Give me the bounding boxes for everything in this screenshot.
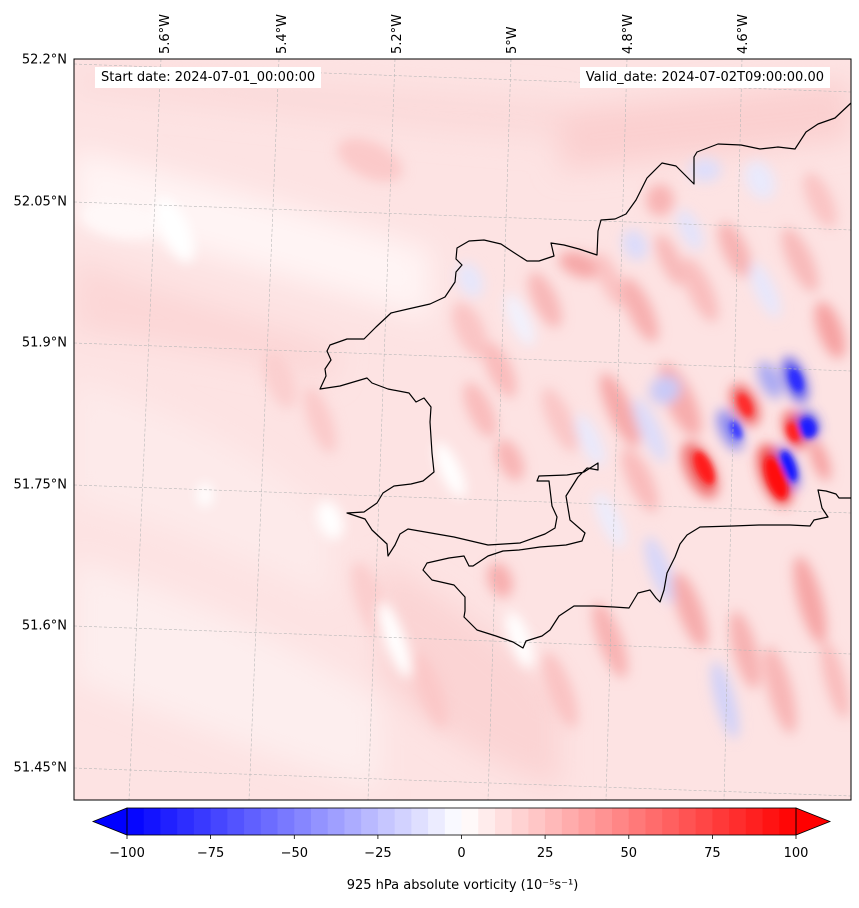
latitude-labels: 52.2°N 52.05°N 51.9°N 51.75°N 51.6°N 51.… xyxy=(14,53,67,776)
colorbar-swatch xyxy=(244,808,262,835)
valid-date-label: Valid_date: 2024-07-02T09:00:00.00 xyxy=(579,67,830,88)
lat-label-52-05n: 52.05°N xyxy=(14,195,67,210)
colorbar-swatch xyxy=(428,808,446,835)
lon-label-5-6w: 5.6°W xyxy=(158,14,173,54)
colorbar-ticks xyxy=(126,835,797,839)
colorbar: −100 −75 −50 −25 0 25 50 75 100 xyxy=(91,807,832,861)
colorbar-tick-labels: −100 −75 −50 −25 0 25 50 75 100 xyxy=(109,846,808,861)
colorbar-swatch xyxy=(444,808,463,835)
colorbar-swatch xyxy=(377,808,396,835)
lat-label-51-45n: 51.45°N xyxy=(14,761,67,776)
colorbar-swatch xyxy=(160,808,178,835)
colorbar-swatch xyxy=(662,808,680,835)
colorbar-extend-low xyxy=(91,807,128,836)
colorbar-swatch xyxy=(528,808,546,835)
colorbar-swatch xyxy=(729,808,747,835)
colorbar-swatch xyxy=(277,808,295,835)
colorbar-swatch xyxy=(461,808,479,835)
colorbar-swatch xyxy=(545,808,563,835)
lon-label-4-8w: 4.8°W xyxy=(621,14,636,54)
lon-label-4-6w: 4.6°W xyxy=(736,14,751,54)
colorbar-swatch xyxy=(344,808,362,835)
colorbar-swatch xyxy=(612,808,630,835)
colorbar-swatch xyxy=(478,808,496,835)
colorbar-swatch xyxy=(327,808,346,835)
cbar-label-100: 100 xyxy=(784,846,809,861)
colorbar-swatch xyxy=(361,808,379,835)
colorbar-title: 925 hPa absolute vorticity (10⁻⁵s⁻¹) xyxy=(346,878,579,893)
cbar-label-25: 25 xyxy=(537,846,554,861)
colorbar-swatch xyxy=(227,808,245,835)
colorbar-swatch xyxy=(628,808,647,835)
coastline-north xyxy=(319,102,851,649)
colorbar-swatch xyxy=(745,808,764,835)
colorbar-swatch xyxy=(177,808,195,835)
colorbar-swatch xyxy=(127,808,145,835)
lon-label-5-2w: 5.2°W xyxy=(390,14,405,54)
cbar-label-minus-25: −25 xyxy=(364,846,391,861)
lat-label-51-9n: 51.9°N xyxy=(22,336,67,351)
map-frame xyxy=(73,58,852,801)
colorbar-swatch xyxy=(494,808,513,835)
colorbar-swatch xyxy=(779,808,797,835)
colorbar-swatch xyxy=(260,808,279,835)
colorbar-swatch xyxy=(595,808,613,835)
cbar-label-0: 0 xyxy=(457,846,465,861)
colorbar-swatch xyxy=(394,808,412,835)
start-date-label: Start date: 2024-07-01_00:00:00 xyxy=(95,67,322,88)
colorbar-swatch xyxy=(678,808,697,835)
colorbar-swatch xyxy=(561,808,580,835)
colorbar-swatch xyxy=(193,808,212,835)
colorbar-swatches xyxy=(127,808,797,835)
cbar-label-75: 75 xyxy=(704,846,721,861)
coastline xyxy=(319,102,851,649)
lon-label-5-4w: 5.4°W xyxy=(275,14,290,54)
colorbar-swatch xyxy=(762,808,780,835)
map-area xyxy=(74,59,851,800)
colorbar-swatch xyxy=(294,808,312,835)
colorbar-swatch xyxy=(695,808,713,835)
colorbar-swatch xyxy=(143,808,162,835)
longitude-labels: 5.6°W 5.4°W 5.2°W 5°W 4.8°W 4.6°W xyxy=(158,14,751,54)
colorbar-swatch xyxy=(411,808,429,835)
vorticity-cores xyxy=(693,368,817,499)
colorbar-swatch xyxy=(511,808,530,835)
cbar-label-minus-75: −75 xyxy=(197,846,224,861)
lat-label-51-75n: 51.75°N xyxy=(14,478,67,493)
colorbar-swatch xyxy=(310,808,329,835)
colorbar-swatch xyxy=(645,808,663,835)
lon-label-5w: 5°W xyxy=(505,26,520,54)
lat-label-51-6n: 51.6°N xyxy=(22,619,67,634)
colorbar-extend-high xyxy=(795,807,832,836)
cbar-label-minus-50: −50 xyxy=(281,846,308,861)
colorbar-swatch xyxy=(712,808,730,835)
colorbar-swatch xyxy=(210,808,228,835)
colorbar-swatch xyxy=(578,808,596,835)
cbar-label-50: 50 xyxy=(621,846,638,861)
lat-label-52-2n: 52.2°N xyxy=(22,53,67,68)
cbar-label-minus-100: −100 xyxy=(109,846,145,861)
